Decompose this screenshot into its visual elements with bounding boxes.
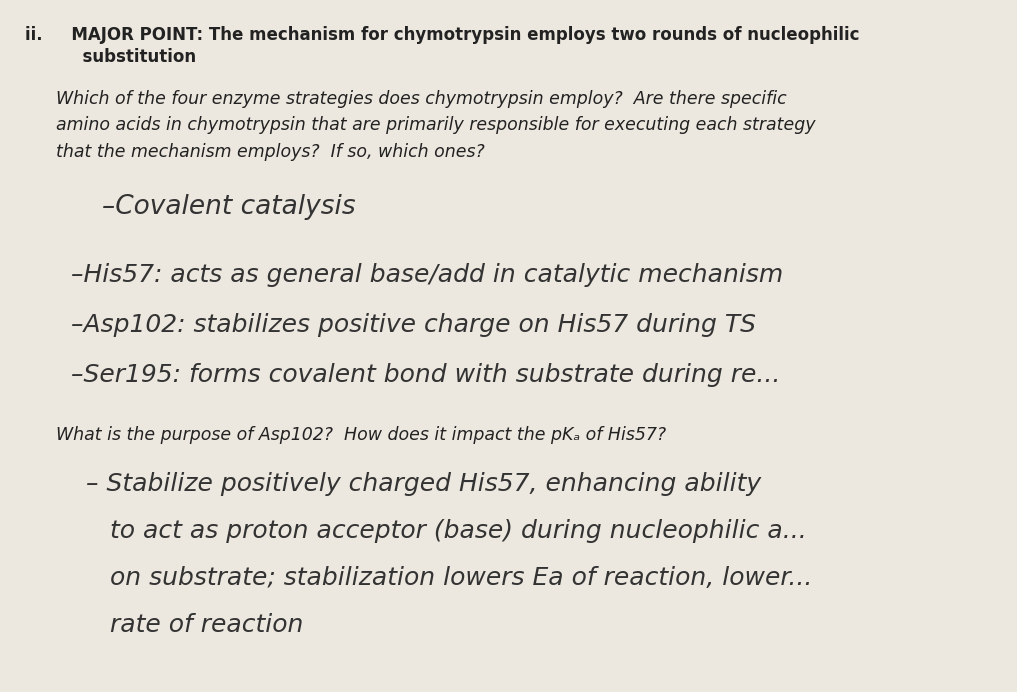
Text: on substrate; stabilization lowers Ea of reaction, lower...: on substrate; stabilization lowers Ea of… bbox=[86, 566, 813, 590]
Text: rate of reaction: rate of reaction bbox=[86, 613, 304, 637]
Text: –Asp102: stabilizes positive charge on His57 during TS: –Asp102: stabilizes positive charge on H… bbox=[71, 313, 757, 337]
Text: ii.     MAJOR POINT: The mechanism for chymotrypsin employs two rounds of nucleo: ii. MAJOR POINT: The mechanism for chymo… bbox=[25, 26, 860, 44]
Text: to act as proton acceptor (base) during nucleophilic a...: to act as proton acceptor (base) during … bbox=[86, 519, 807, 543]
Text: – Stabilize positively charged His57, enhancing ability: – Stabilize positively charged His57, en… bbox=[86, 472, 762, 496]
Text: –His57: acts as general base/add in catalytic mechanism: –His57: acts as general base/add in cata… bbox=[71, 263, 783, 287]
Text: that the mechanism employs?  If so, which ones?: that the mechanism employs? If so, which… bbox=[56, 143, 485, 161]
Text: What is the purpose of Asp102?  How does it impact the pKₐ of His57?: What is the purpose of Asp102? How does … bbox=[56, 426, 666, 444]
Text: –Covalent catalysis: –Covalent catalysis bbox=[102, 194, 355, 220]
Text: amino acids in chymotrypsin that are primarily responsible for executing each st: amino acids in chymotrypsin that are pri… bbox=[56, 116, 816, 134]
Text: Which of the four enzyme strategies does chymotrypsin employ?  Are there specifi: Which of the four enzyme strategies does… bbox=[56, 90, 786, 108]
Text: –Ser195: forms covalent bond with substrate during re...: –Ser195: forms covalent bond with substr… bbox=[71, 363, 781, 387]
Text: substitution: substitution bbox=[25, 48, 196, 66]
